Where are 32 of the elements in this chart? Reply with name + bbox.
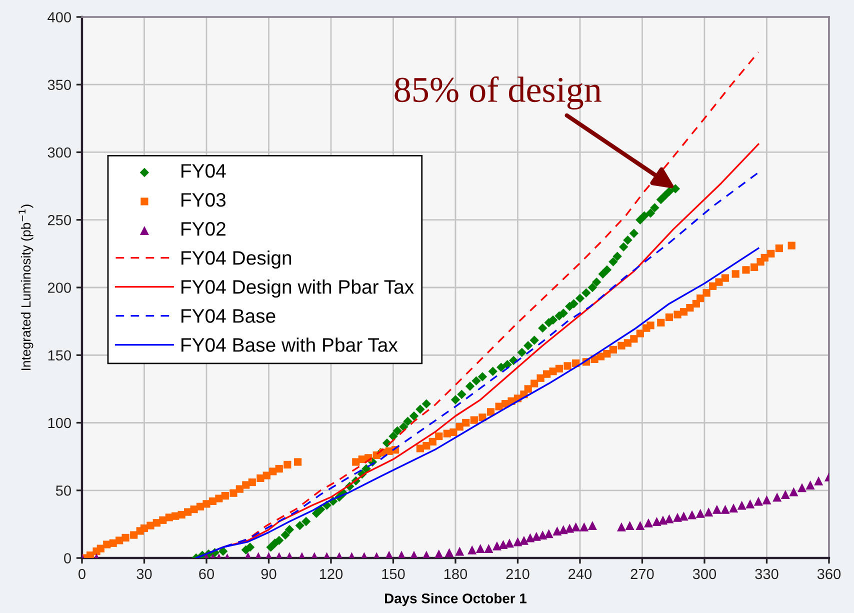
y-tick-label: 100 bbox=[48, 418, 71, 428]
x-tick-label: 240 bbox=[568, 568, 592, 580]
y-tick-label: 50 bbox=[56, 485, 71, 496]
y-tick-label: 250 bbox=[48, 214, 71, 226]
annotation: 85% of design bbox=[394, 76, 602, 110]
y-tick-label: 150 bbox=[48, 350, 71, 361]
legend-label: FY04 Design with Pbar Tax bbox=[182, 280, 414, 298]
legend-label: FY04 Design bbox=[182, 250, 292, 269]
legend-label: FY04 Base bbox=[182, 309, 276, 323]
legend-label: FY03 bbox=[182, 193, 226, 207]
x-tick-label: 150 bbox=[382, 568, 405, 580]
x-axis-title: Days Since October 1 bbox=[385, 593, 527, 606]
x-tick-label: 210 bbox=[506, 568, 530, 580]
legend-label: FY02 bbox=[182, 222, 226, 236]
y-tick-label: 300 bbox=[48, 147, 71, 158]
x-tick-label: 180 bbox=[444, 568, 468, 580]
x-tick-label: 330 bbox=[755, 568, 778, 580]
y-tick-label: 0 bbox=[64, 553, 71, 564]
y-tick-label: 350 bbox=[48, 80, 71, 90]
legend-label: FY04 bbox=[182, 164, 226, 178]
x-tick-label: 60 bbox=[199, 568, 214, 580]
y-axis-title: Integrated Luminosity (pb$^{−1}$) bbox=[18, 204, 34, 370]
x-tick-label: 360 bbox=[817, 568, 841, 580]
y-tick-label: 200 bbox=[48, 282, 71, 293]
y-tick-label: 400 bbox=[48, 12, 71, 22]
x-tick-label: 120 bbox=[320, 568, 343, 580]
x-tick-label: 0 bbox=[78, 568, 86, 580]
x-tick-label: 300 bbox=[692, 568, 716, 580]
x-tick-label: 270 bbox=[630, 568, 654, 580]
x-tick-label: 30 bbox=[136, 568, 152, 580]
legend-label: FY04 Base with Pbar Tax bbox=[182, 338, 398, 352]
x-tick-label: 90 bbox=[261, 568, 276, 580]
